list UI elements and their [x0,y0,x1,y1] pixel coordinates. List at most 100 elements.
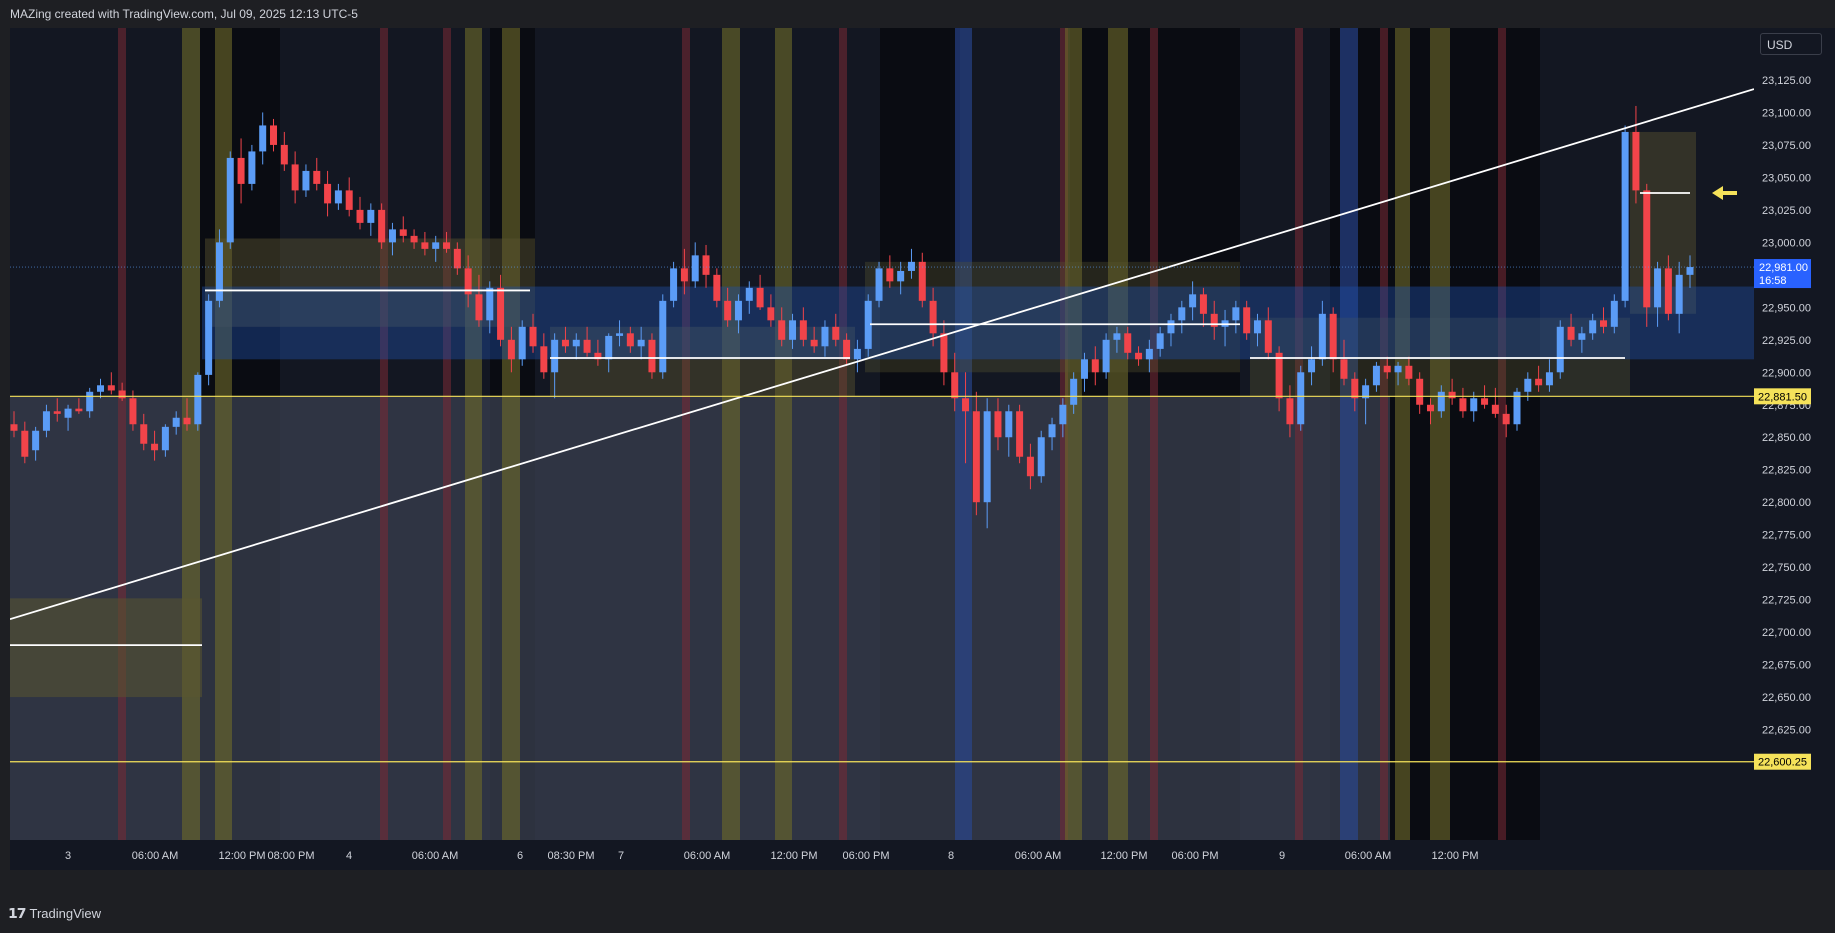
candle-body [1491,404,1499,414]
candle [670,261,678,308]
candle [1048,417,1056,451]
candle-body [1318,313,1326,360]
candle [886,255,894,288]
candle [21,421,29,464]
candle-body [551,339,559,373]
candle-body [789,320,797,340]
currency-selector[interactable]: USD [1760,33,1822,55]
candle-body [1664,268,1672,314]
candle [843,333,851,366]
time-marker-red [682,28,690,840]
candle-body [1210,313,1218,327]
candle [1253,313,1261,347]
price-axis[interactable]: 22,625.00 22,650.00 22,675.00 22,700.00 22,7… [1754,28,1835,870]
candle [1210,300,1218,340]
candle [259,112,267,165]
candle [97,378,105,399]
left-arrow-icon [1712,185,1737,200]
candle [1156,326,1164,357]
candle [1362,378,1370,425]
candle-body [1643,190,1651,308]
candle [756,274,764,310]
candle [270,118,278,152]
time-marker-red [1295,28,1303,840]
candle-body [118,390,126,399]
candle [1448,378,1456,405]
candle-body [1037,437,1045,477]
candle [388,222,396,256]
candle [1059,398,1067,438]
price-chart[interactable]: 3 06:00 AM 12:00 PM 08:00 PM 4 06:00 AM 6 08:30… [10,28,1754,870]
zones [10,131,1754,698]
candle-body [702,255,710,275]
candle [334,183,342,210]
candle [713,268,721,308]
candle-body [1199,294,1207,314]
price-tick-label: 23,125.00 [1762,75,1811,87]
candle-body [1394,365,1402,373]
candle-body [367,209,375,223]
candle-body [1189,294,1197,308]
candle-body [1145,348,1153,360]
candle-body [237,157,245,184]
candle [1340,339,1348,386]
time-tick-label: 12:00 PM [218,850,265,862]
price-tick-label: 22,775.00 [1762,530,1811,542]
price-tick-label: 22,900.00 [1762,367,1811,379]
candle-body [215,242,223,301]
candle-body [248,151,256,184]
candle [1675,261,1683,334]
candle [972,391,980,516]
candle-body [1232,307,1240,321]
time-axis: 3 06:00 AM 12:00 PM 08:00 PM 4 06:00 AM 6 08:30… [10,840,1754,870]
candle-body [1059,404,1067,425]
time-tick-label: 12:00 PM [1100,850,1147,862]
time-tick-label: 08:00 PM [267,850,314,862]
candle [507,326,515,373]
candle-body [1329,313,1337,360]
candle-body [140,424,148,444]
candle [324,170,332,217]
candle-body [194,374,202,425]
candle [1535,365,1543,392]
candle [237,138,245,204]
candle-body [1416,378,1424,405]
candle [1091,346,1099,386]
time-marker-blue [955,28,972,840]
candle [75,398,83,414]
candle-body [1686,267,1694,275]
candle-body [875,268,883,301]
candle-body [291,164,299,191]
brand-footer[interactable]: 𝟭𝟳 TradingView [8,905,101,922]
candle-body [1243,307,1251,334]
time-tick-label: 06:00 AM [684,850,730,862]
candle [302,164,310,197]
candle [345,177,353,217]
candle-body [1275,352,1283,399]
candle-body [172,417,180,427]
candle [280,131,288,171]
candle-body [1502,413,1510,425]
candle-body [1016,411,1024,457]
candle-body [983,411,991,503]
candle [1632,105,1640,204]
candle [745,281,753,314]
supply-zone [865,261,1240,373]
candle [140,413,148,451]
candle [291,151,299,204]
candle [561,326,569,353]
candle-body [183,417,191,425]
candle-body [1264,320,1272,353]
candle-body [1113,333,1121,340]
candle-body [507,339,515,360]
candle-body [1362,385,1370,399]
time-marker-yellow [1065,28,1082,840]
price-tick-label: 23,100.00 [1762,107,1811,119]
candle-body [972,411,980,503]
candle-body [21,430,29,457]
candle [1264,307,1272,360]
candle [1416,372,1424,414]
candle [1599,307,1607,334]
candle-body [637,339,645,347]
price-tick-label: 22,625.00 [1762,725,1811,737]
